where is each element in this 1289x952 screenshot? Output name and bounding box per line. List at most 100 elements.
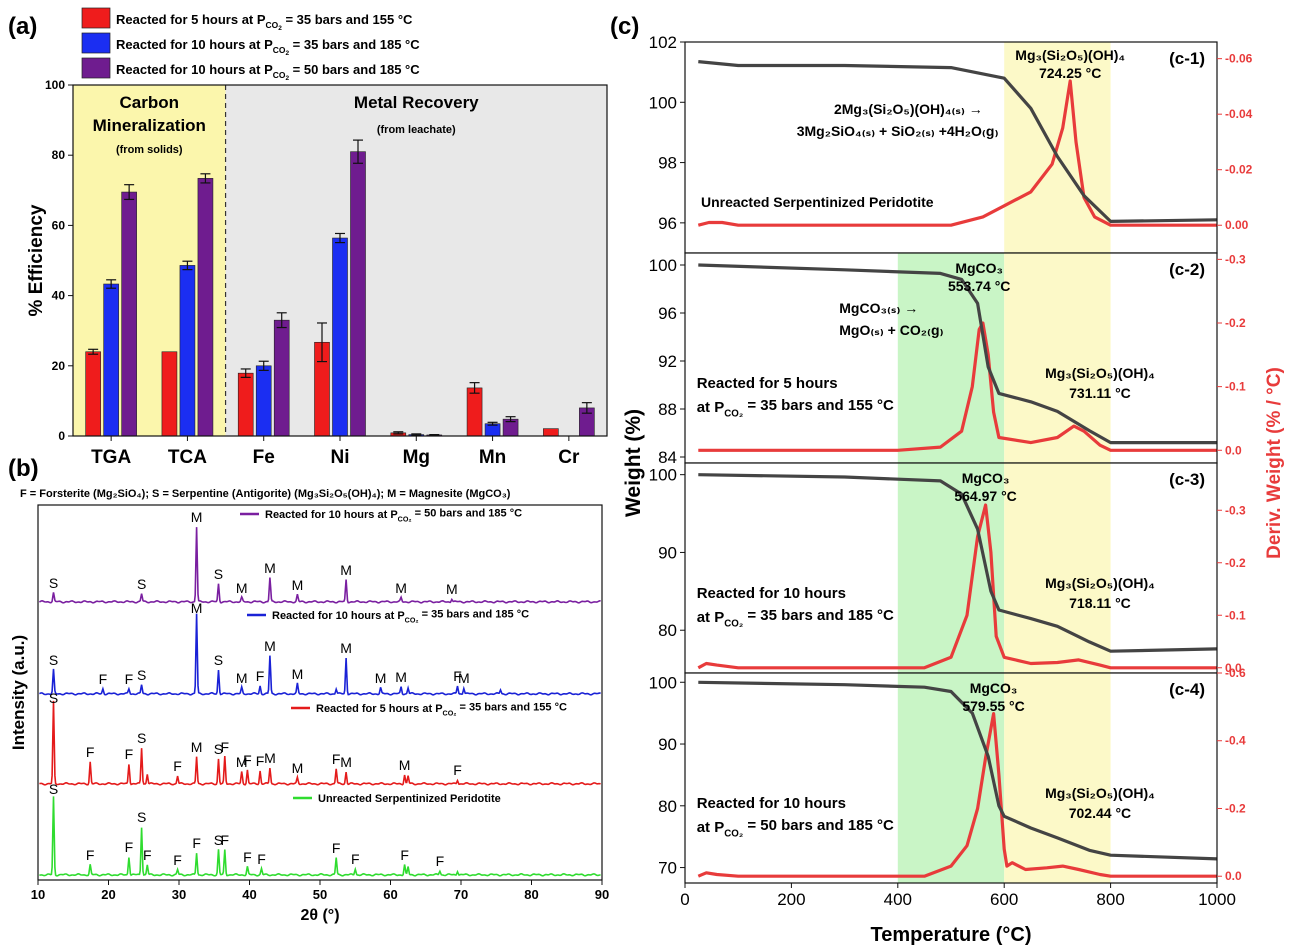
y-tick-label: 96 [658, 214, 677, 233]
peak-letter: M [191, 600, 203, 616]
deriv-weight-curve [697, 79, 1217, 227]
weight-curve [698, 473, 1218, 653]
bar [237, 372, 254, 437]
peak-letter: M [292, 760, 304, 776]
panel-b-label: (b) [8, 455, 39, 482]
peak-letter: F [332, 840, 341, 856]
yellow-band [1004, 253, 1111, 463]
y-tick-label: 0 [58, 429, 65, 443]
legend-label-part: 2 [285, 50, 289, 57]
series-label-part: Unreacted Serpentinized Peridotite [318, 793, 501, 805]
peak-letter: M [446, 581, 458, 597]
x-tick-label: 90 [595, 887, 609, 902]
peak2-mineral-label: Mg₃(Si₂O₅)(OH)₄ [1045, 785, 1155, 801]
peak-letter: F [86, 744, 95, 760]
x-tick-label: 60 [383, 887, 397, 902]
peak-letter: F [125, 746, 134, 762]
peak-letter: S [49, 652, 58, 668]
sample-label: at PCO₂ = 35 bars and 155 °C [697, 397, 894, 420]
peak2-mineral-label: Mg₃(Si₂O₅)(OH)₄ [1045, 575, 1155, 591]
y2-tick-label: -0.1 [1225, 608, 1246, 622]
sample-label-part: at P [697, 819, 725, 836]
y-axis-title: Intensity (a.u.) [9, 635, 28, 750]
y2-tick-label: -0.2 [1225, 316, 1246, 330]
y-tick-label: 100 [649, 466, 677, 485]
series-label-part: CO₂ [398, 515, 412, 523]
sample-label-part: = 35 bars and 185 °C [743, 607, 894, 624]
sample-label: at PCO₂ = 50 bars and 185 °C [697, 817, 894, 840]
peak-letter: F [400, 847, 409, 863]
peak-letter: S [214, 741, 223, 757]
series-label-part: Reacted for 10 hours at P [272, 610, 405, 622]
peak-temp-label: 724.25 °C [1039, 65, 1101, 81]
x-tick-label: 600 [990, 890, 1018, 909]
y2-tick-label: 0.00 [1225, 218, 1249, 232]
xrd-pattern [39, 700, 601, 786]
region-title: Metal Recovery [354, 93, 479, 112]
panel-c-label: (c) [610, 13, 639, 40]
subplot-tag: (c-3) [1169, 470, 1205, 489]
sample-label: Reacted for 10 hours [697, 795, 846, 812]
bar [543, 428, 559, 437]
peak-letter: M [191, 509, 203, 525]
sample-label: Unreacted Serpentinized Peridotite [701, 194, 934, 210]
peak-letter: F [332, 751, 341, 767]
axes-frame [684, 672, 1218, 884]
subplot-tag: (c-1) [1169, 49, 1205, 68]
series-label-part: = 35 bars and 155 °C [456, 701, 567, 713]
peak-mineral-label: MgCO₃ [962, 470, 1010, 486]
peak-letter: S [214, 652, 223, 668]
panel-a-bar-chart: Reacted for 5 hours at PCO2 = 35 bars an… [26, 7, 608, 468]
subplot-tag: (c-2) [1169, 260, 1205, 279]
region-subtitle: (from leachate) [377, 124, 456, 136]
peak-letter: S [137, 576, 146, 592]
y-tick-label: 20 [52, 359, 66, 373]
peak-letter: S [214, 566, 223, 582]
x-tick-label: 10 [31, 887, 45, 902]
xrd-pattern [39, 796, 601, 877]
peak-letter: S [49, 690, 58, 706]
x-category-label: Cr [558, 447, 580, 468]
peak2-temp-label: 731.11 °C [1069, 385, 1131, 401]
legend-swatch [81, 32, 111, 54]
bar [85, 351, 101, 437]
sample-label-part: at P [697, 399, 725, 416]
y2-tick-label: 0.0 [1225, 661, 1242, 675]
bar [350, 151, 366, 437]
y-tick-label: 80 [658, 797, 677, 816]
peak-letter: M [340, 640, 352, 656]
series-label: Reacted for 5 hours at PCO₂ = 35 bars an… [316, 701, 567, 717]
y-tick-label: 88 [658, 400, 677, 419]
reaction-label: 3Mg₂SiO₄₍ₛ₎ + SiO₂₍ₛ₎ +4H₂O₍g₎ [797, 123, 999, 139]
x-tick-label: 0 [680, 890, 689, 909]
peak-temp-label: 579.55 °C [962, 698, 1024, 714]
y2-axis-title: Deriv. Weight (% / °C) [1264, 367, 1285, 559]
peak-letter: F [143, 847, 152, 863]
series-label-part: Reacted for 10 hours at P [265, 509, 398, 521]
bar [121, 191, 137, 437]
bar [273, 319, 290, 437]
series-label-part: Reacted for 5 hours at P [316, 703, 443, 715]
legend-swatch [81, 7, 111, 29]
y-tick-label: 90 [658, 543, 677, 562]
bar [161, 351, 178, 437]
peak-letter: F [221, 739, 230, 755]
y-tick-label: 92 [658, 352, 677, 371]
series-label-part: CO₂ [405, 616, 419, 624]
y2-tick-label: -0.02 [1225, 163, 1253, 177]
y-axis-title: % Efficiency [26, 204, 47, 316]
y2-tick-label: -0.06 [1225, 52, 1253, 66]
peak-letter: F [453, 762, 462, 778]
legend-label: Reacted for 5 hours at PCO2 = 35 bars an… [116, 12, 413, 32]
x-tick-label: 40 [242, 887, 256, 902]
peak-letter: M [264, 638, 276, 654]
peak-letter: F [351, 851, 360, 867]
peak-letter: M [292, 577, 304, 593]
bar [197, 178, 214, 437]
y2-tick-label: 0.0 [1225, 443, 1242, 457]
legend-label-part: 2 [278, 25, 282, 32]
reaction-label: 2Mg₃(Si₂O₅)(OH)₄₍ₛ₎ → [834, 101, 983, 117]
panel-a-label: (a) [8, 13, 37, 40]
peak-letter: F [243, 849, 252, 865]
